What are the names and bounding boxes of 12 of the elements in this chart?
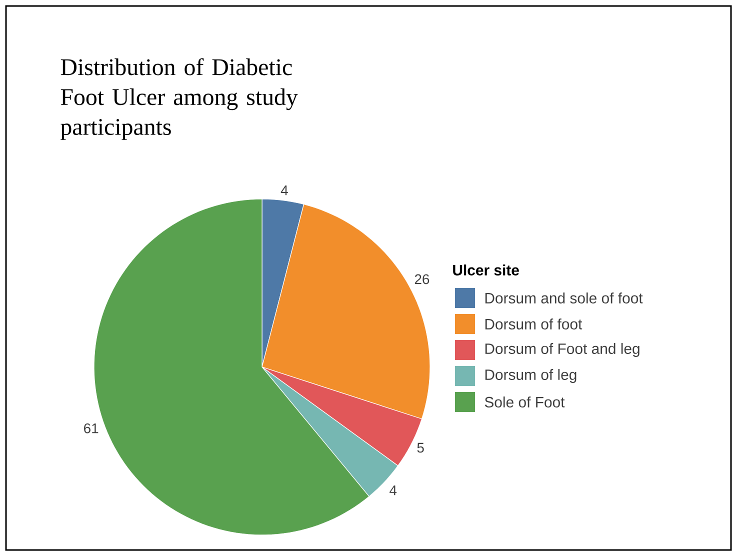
data-label: 61: [84, 423, 98, 434]
chart-title: Distribution of Diabetic Foot Ulcer among study participants: [60, 58, 298, 140]
legend-label: Sole of Foot: [484, 396, 565, 408]
data-label: 26: [414, 274, 430, 284]
data-label: 4: [280, 186, 288, 196]
legend-label: Dorsum and sole of foot: [485, 292, 643, 304]
legend-label: Dorsum of Foot and leg: [485, 343, 640, 357]
data-label: 5: [417, 442, 424, 453]
legend-title: Ulcer site: [453, 264, 519, 276]
data-label: 4: [390, 485, 397, 496]
legend-label: Dorsum of foot: [485, 318, 582, 330]
legend-label: Dorsum of leg: [485, 369, 576, 383]
